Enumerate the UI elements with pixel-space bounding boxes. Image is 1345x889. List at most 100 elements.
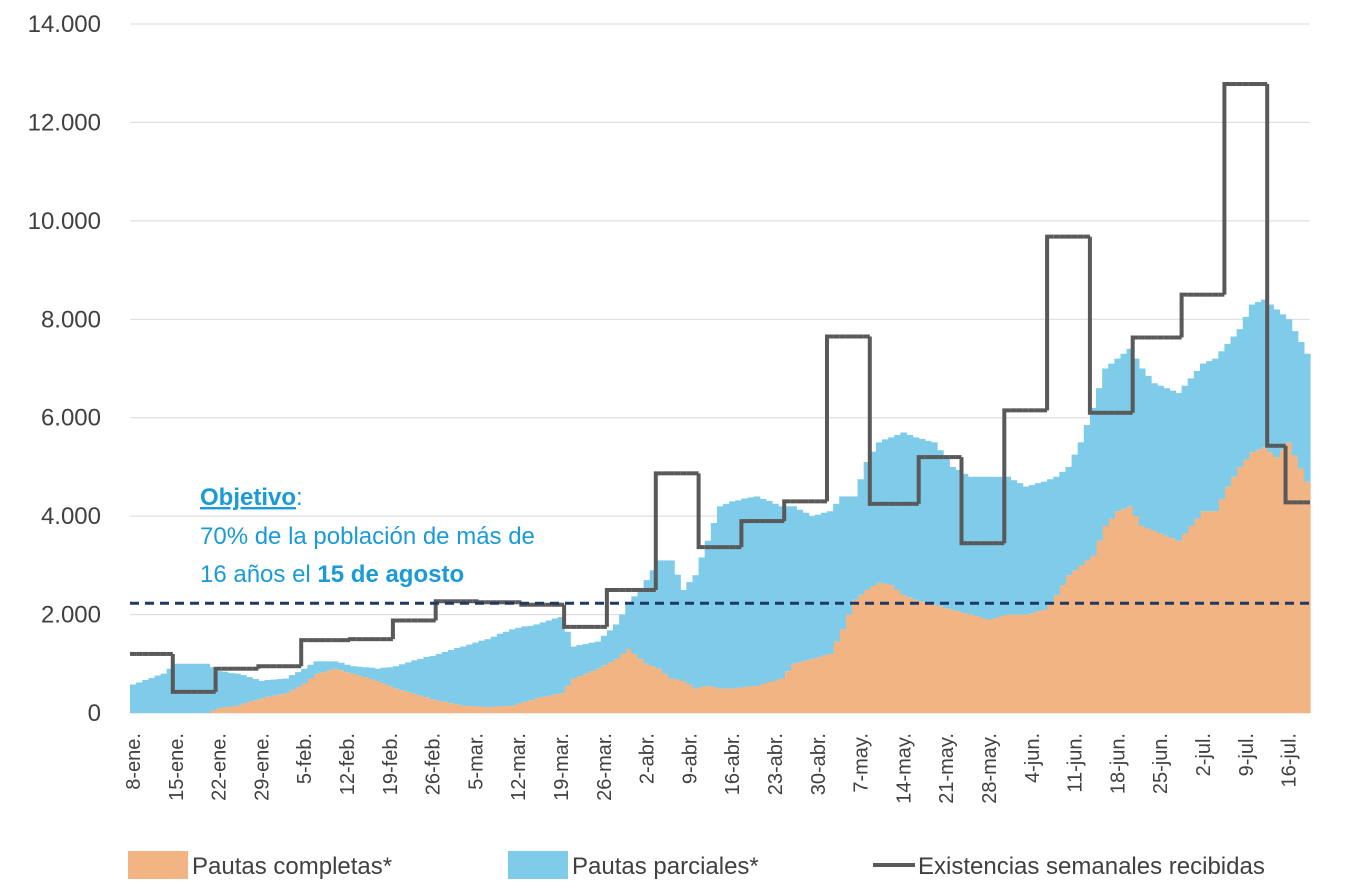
area-bar — [246, 701, 253, 713]
area-bar — [1126, 506, 1134, 713]
step-line — [653, 471, 662, 590]
x-tick-label: 28-may. — [979, 733, 1001, 804]
area-bar — [845, 614, 853, 713]
area-bar — [600, 665, 608, 713]
area-bar — [276, 679, 284, 695]
area-bar — [521, 626, 529, 702]
area-bar — [588, 642, 596, 672]
area-bar — [796, 662, 804, 713]
area-bar — [894, 434, 901, 590]
area-bar — [441, 651, 449, 702]
area-bar — [258, 681, 266, 699]
annotation-date: 15 de agosto — [317, 561, 464, 588]
area-bar — [356, 675, 363, 713]
area-bar — [1120, 353, 1128, 509]
area-bar — [209, 710, 217, 713]
area-bar — [1285, 319, 1293, 443]
area-bar — [1267, 304, 1274, 453]
axes: 0 2.000 4.000 6.000 8.000 10.000 12.000 14.000 8… — [28, 11, 1301, 804]
area-bar — [857, 479, 865, 595]
area-bar — [233, 705, 241, 713]
area-bar — [423, 656, 431, 698]
area-bar — [674, 574, 681, 680]
area-bar — [472, 706, 480, 713]
area-bar — [1102, 368, 1109, 526]
area-bar — [539, 696, 547, 713]
area-bar — [386, 685, 394, 713]
area-bar — [221, 707, 229, 713]
area-bar — [576, 676, 584, 713]
area-bar — [533, 698, 541, 713]
annotation-line: Objetivo: — [200, 484, 303, 511]
area-bar — [1169, 390, 1177, 539]
area-bar — [1004, 614, 1012, 713]
area-bar — [264, 680, 272, 697]
area-bar — [814, 657, 822, 713]
legend-swatch — [508, 851, 568, 879]
area-bar — [1157, 385, 1164, 534]
area-bar — [1224, 486, 1232, 713]
area-bar — [1022, 614, 1030, 713]
area-bar — [869, 451, 877, 587]
area-bar — [386, 667, 394, 686]
area-bar — [1285, 442, 1293, 713]
area-bar — [747, 686, 755, 713]
area-bar — [826, 511, 834, 654]
annotation-colon: : — [296, 484, 303, 511]
area-bar — [447, 703, 455, 713]
step-line — [562, 604, 571, 629]
area-bar — [496, 706, 504, 713]
area-bar — [918, 601, 926, 713]
x-tick-label: 16-abr. — [722, 733, 744, 795]
x-tick-label: 23-abr. — [765, 733, 787, 795]
area-bar — [1010, 614, 1018, 713]
area-bar — [178, 663, 186, 713]
area-bar — [411, 660, 418, 694]
x-tick-label: 5-feb. — [294, 733, 316, 784]
area-bar — [1040, 481, 1048, 610]
area-bar — [307, 678, 315, 713]
area-bar — [1279, 314, 1287, 450]
x-tick-label: 2-abr. — [637, 733, 659, 784]
area-bar — [680, 589, 687, 682]
area-bar — [227, 673, 235, 707]
area-bar — [1151, 530, 1158, 713]
step-line — [1045, 234, 1054, 411]
area-bar — [368, 679, 376, 713]
area-bar — [771, 680, 779, 713]
area-bar — [643, 663, 651, 713]
step-line — [696, 473, 705, 550]
area-bar — [637, 588, 645, 659]
area-bar — [1163, 535, 1170, 713]
area-bar — [557, 693, 565, 713]
area-bar — [564, 631, 571, 686]
area-bar — [961, 613, 969, 713]
y-tick-label: 2.000 — [41, 602, 101, 629]
area-bar — [863, 589, 871, 713]
area-bar — [515, 703, 522, 713]
area-bar — [478, 640, 486, 707]
y-tick-label: 4.000 — [41, 503, 101, 530]
area-bar — [1083, 560, 1091, 713]
area-bar — [509, 629, 516, 706]
area-bar — [392, 666, 400, 689]
area-bar — [490, 636, 498, 707]
x-tick-label: 4-jun. — [1022, 733, 1044, 783]
area-bar — [692, 575, 700, 689]
area-bar — [460, 646, 467, 706]
area-bar — [282, 678, 290, 694]
area-bar — [814, 514, 822, 658]
area-bar — [1212, 511, 1219, 713]
area-bar — [649, 570, 657, 667]
area-bar — [606, 630, 614, 663]
area-bar — [802, 660, 810, 713]
area-bar — [937, 450, 944, 607]
area-bar — [429, 699, 437, 713]
area-bar — [1144, 528, 1152, 713]
area-bar — [973, 616, 981, 713]
area-bar — [319, 672, 327, 713]
area-bar — [888, 437, 895, 586]
x-tick-label: 2-jul. — [1193, 733, 1215, 776]
area-bar — [1206, 511, 1213, 713]
